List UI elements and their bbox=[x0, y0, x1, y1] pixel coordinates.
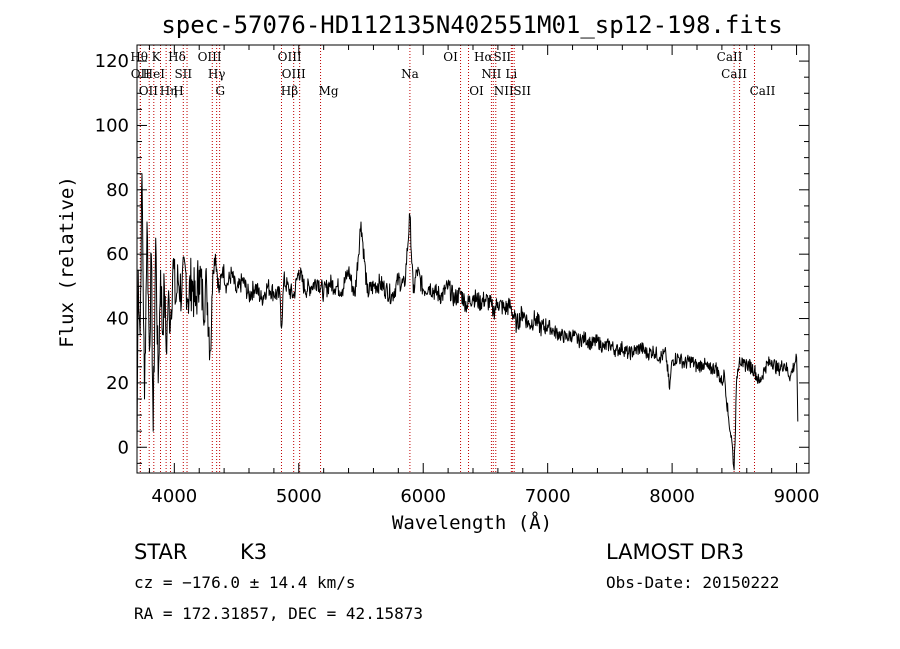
x-tick-label: 8000 bbox=[649, 486, 695, 507]
y-tick-label: 60 bbox=[106, 244, 129, 265]
coordinates: RA = 172.31857, DEC = 42.15873 bbox=[134, 604, 423, 623]
x-tick-label: 9000 bbox=[774, 486, 820, 507]
spectral-line-labels: OII OII Hθ HeI Hη K SII H Hδ OIII Hγ G Hβ OIII OIII Mg N… bbox=[130, 50, 775, 98]
axis-ticks: 4000 5000 6000 7000 8000 9000 0 20 40 60 80 100 120 bbox=[95, 44, 820, 507]
spectral-line-label: OI bbox=[443, 50, 458, 64]
spectral-line-label: HeI bbox=[143, 67, 166, 81]
spectral-line-label: OIII bbox=[278, 50, 302, 64]
survey-name: LAMOST DR3 bbox=[606, 540, 744, 564]
subclass: K3 bbox=[240, 540, 267, 564]
spectral-line-label: Hγ bbox=[208, 67, 226, 81]
y-tick-label: 0 bbox=[118, 437, 129, 458]
spectral-line-label: Hθ bbox=[130, 50, 148, 64]
spectral-line-markers bbox=[139, 45, 755, 473]
spectral-line-label: Hδ bbox=[168, 50, 186, 64]
spectral-line-label: Hα bbox=[474, 50, 493, 64]
x-tick-label: 5000 bbox=[276, 486, 322, 507]
spectral-line-label: H bbox=[173, 84, 183, 98]
spectrum-line bbox=[136, 173, 799, 471]
spectral-line-label: Mg bbox=[319, 84, 339, 98]
spectral-line-label: CaII bbox=[721, 67, 747, 81]
x-tick-label: 6000 bbox=[400, 486, 446, 507]
spectral-line-label: SII bbox=[513, 84, 531, 98]
spectral-line-label: Li bbox=[505, 67, 517, 81]
spectral-line-label: OI bbox=[469, 84, 484, 98]
y-tick-label: 120 bbox=[95, 51, 129, 72]
spectral-line-label: CaII bbox=[717, 50, 743, 64]
x-tick-label: 7000 bbox=[525, 486, 571, 507]
redshift-readout: cz = −176.0 ± 14.4 km/s bbox=[134, 573, 356, 592]
spectral-line-label: NII bbox=[494, 84, 514, 98]
chart-title: spec-57076-HD112135N402551M01_sp12-198.f… bbox=[161, 11, 782, 39]
spectral-line-label: Hη bbox=[160, 84, 178, 98]
spectral-line-label: SII bbox=[493, 50, 511, 64]
x-axis-label: Wavelength (Å) bbox=[392, 511, 552, 534]
spectral-line-label: Na bbox=[401, 67, 419, 81]
spectral-line-label: K bbox=[152, 50, 162, 64]
spectral-line-label: OII bbox=[139, 84, 159, 98]
spectrum-series bbox=[136, 173, 799, 471]
y-tick-label: 20 bbox=[106, 373, 129, 394]
spectral-line-label: SII bbox=[174, 67, 192, 81]
y-axis-label: Flux (relative) bbox=[56, 176, 78, 348]
spectral-line-label: OIII bbox=[198, 50, 222, 64]
obs-date: Obs-Date: 20150222 bbox=[606, 573, 779, 592]
plot-frame bbox=[136, 44, 810, 474]
spectral-line-label: NII bbox=[481, 67, 501, 81]
x-tick-label: 4000 bbox=[151, 486, 197, 507]
spectral-line-label: CaII bbox=[750, 84, 776, 98]
y-tick-label: 100 bbox=[95, 115, 129, 136]
y-tick-label: 40 bbox=[106, 309, 129, 330]
y-tick-label: 80 bbox=[106, 180, 129, 201]
spectral-line-label: OIII bbox=[282, 67, 306, 81]
spectral-line-label: OII bbox=[131, 67, 151, 81]
object-class: STAR bbox=[134, 540, 187, 564]
spectral-line-label: G bbox=[215, 84, 225, 98]
spectral-line-label: Hβ bbox=[281, 84, 298, 98]
